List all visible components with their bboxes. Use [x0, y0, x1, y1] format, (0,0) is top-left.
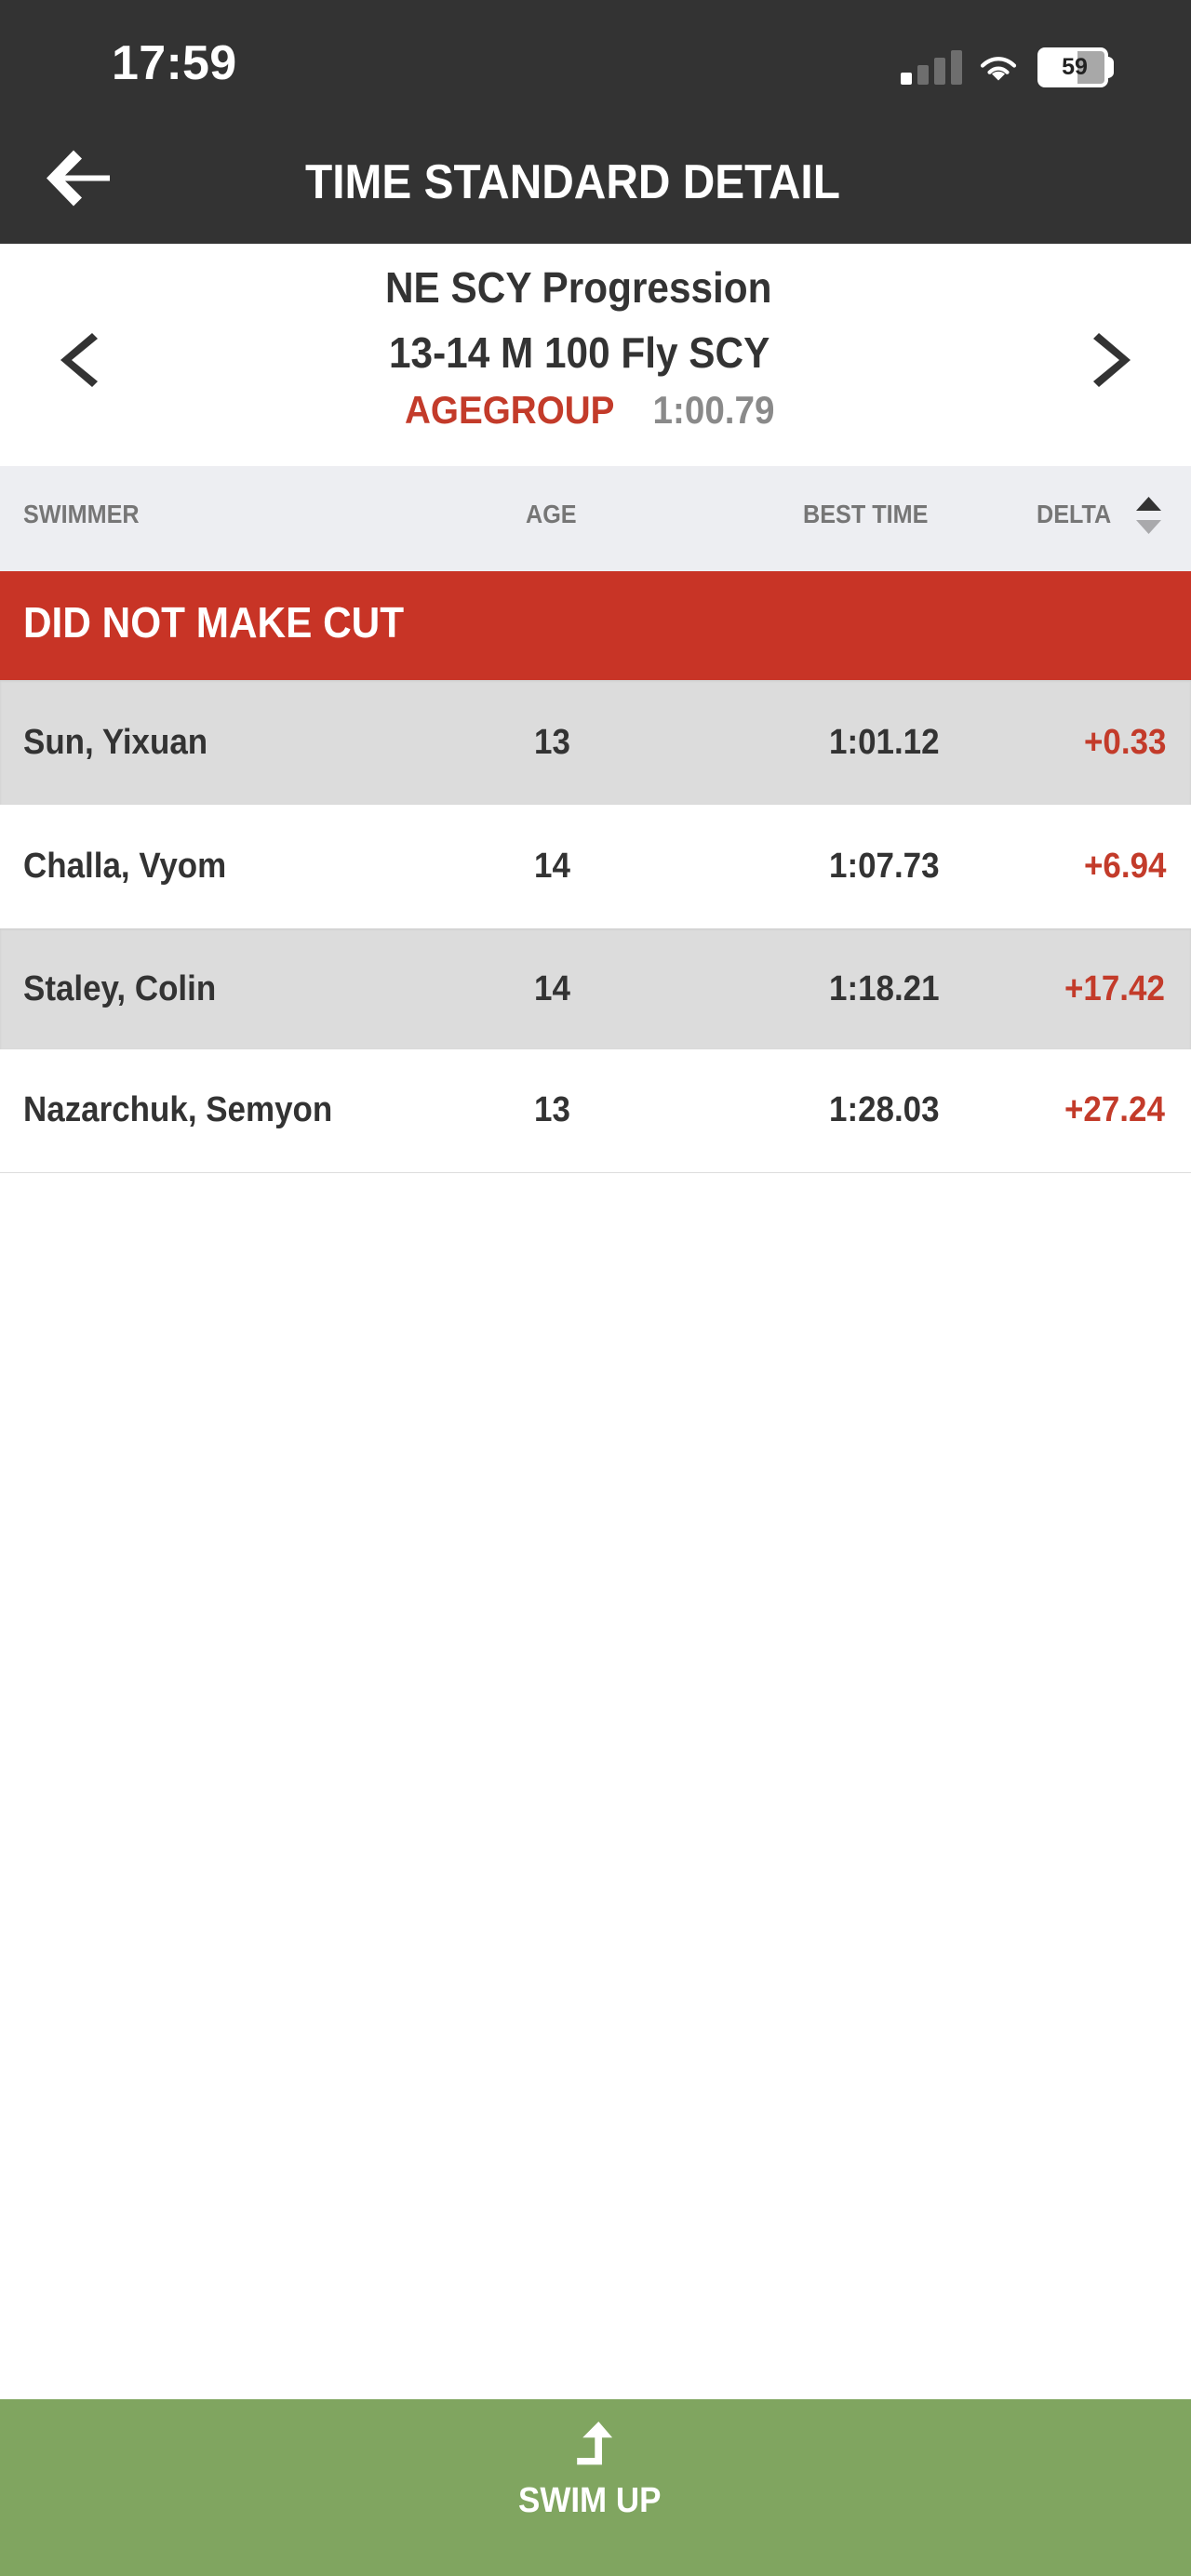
- svg-text:59: 59: [1062, 54, 1088, 80]
